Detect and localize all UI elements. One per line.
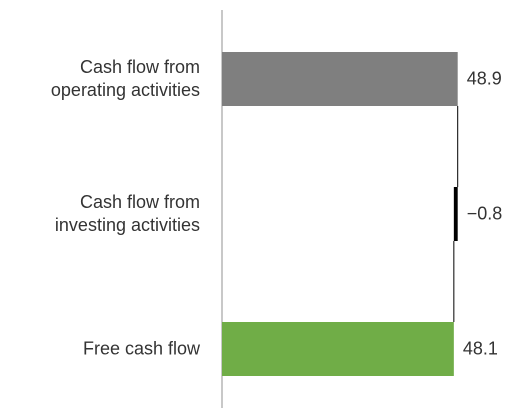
value-label: 48.9 [466,68,502,89]
value-label: 48.1 [462,338,498,359]
category-label: Cash flow from investing activities [54,192,200,235]
bar [453,187,458,241]
category-label: Free cash flow [82,338,200,359]
bar [222,52,458,106]
category-label: Cash flow from operating activities [50,57,200,100]
bar [222,322,454,376]
value-label: −0.8 [466,203,503,224]
